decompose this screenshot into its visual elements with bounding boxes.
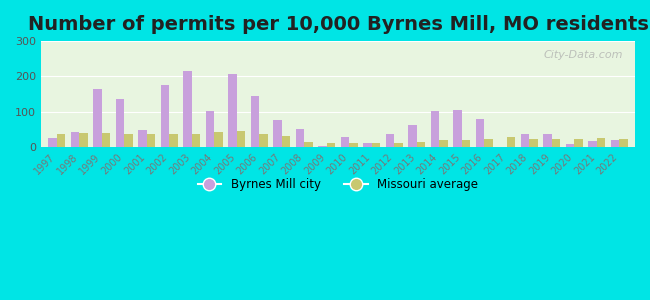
Bar [597, 138, 605, 147]
Bar [228, 74, 237, 147]
Bar [318, 146, 327, 147]
Bar [507, 137, 515, 147]
Bar [431, 111, 439, 147]
Bar [372, 142, 380, 147]
Bar [453, 110, 461, 147]
Bar [363, 143, 372, 147]
Bar [552, 139, 560, 147]
Bar [183, 71, 192, 147]
Text: City-Data.com: City-Data.com [543, 50, 623, 60]
Bar [273, 120, 281, 147]
Bar [476, 119, 484, 147]
Bar [71, 132, 79, 147]
Bar [417, 142, 425, 147]
Bar [408, 125, 417, 147]
Legend: Byrnes Mill city, Missouri average: Byrnes Mill city, Missouri average [193, 173, 483, 196]
Bar [619, 139, 628, 147]
Bar [543, 134, 552, 147]
Bar [462, 140, 471, 147]
Bar [588, 142, 597, 147]
Bar [205, 110, 214, 147]
Bar [281, 136, 291, 147]
Bar [349, 142, 358, 147]
Bar [296, 129, 304, 147]
Title: Number of permits per 10,000 Byrnes Mill, MO residents: Number of permits per 10,000 Byrnes Mill… [27, 15, 649, 34]
Bar [237, 131, 245, 147]
Bar [147, 134, 155, 147]
Bar [251, 96, 259, 147]
Bar [79, 134, 88, 147]
Bar [439, 140, 448, 147]
Bar [93, 89, 102, 147]
Bar [521, 134, 529, 147]
Bar [566, 144, 574, 147]
Bar [57, 134, 65, 147]
Bar [124, 134, 133, 147]
Bar [259, 134, 268, 147]
Bar [48, 138, 57, 147]
Bar [385, 134, 395, 147]
Bar [484, 139, 493, 147]
Bar [102, 134, 110, 147]
Bar [395, 142, 403, 147]
Bar [574, 139, 583, 147]
Bar [611, 140, 619, 147]
Bar [214, 132, 223, 147]
Bar [341, 137, 349, 147]
Bar [116, 98, 124, 147]
Bar [327, 143, 335, 147]
Bar [169, 134, 178, 147]
Bar [192, 134, 200, 147]
Bar [138, 130, 147, 147]
Bar [304, 142, 313, 147]
Bar [161, 85, 169, 147]
Bar [529, 139, 538, 147]
